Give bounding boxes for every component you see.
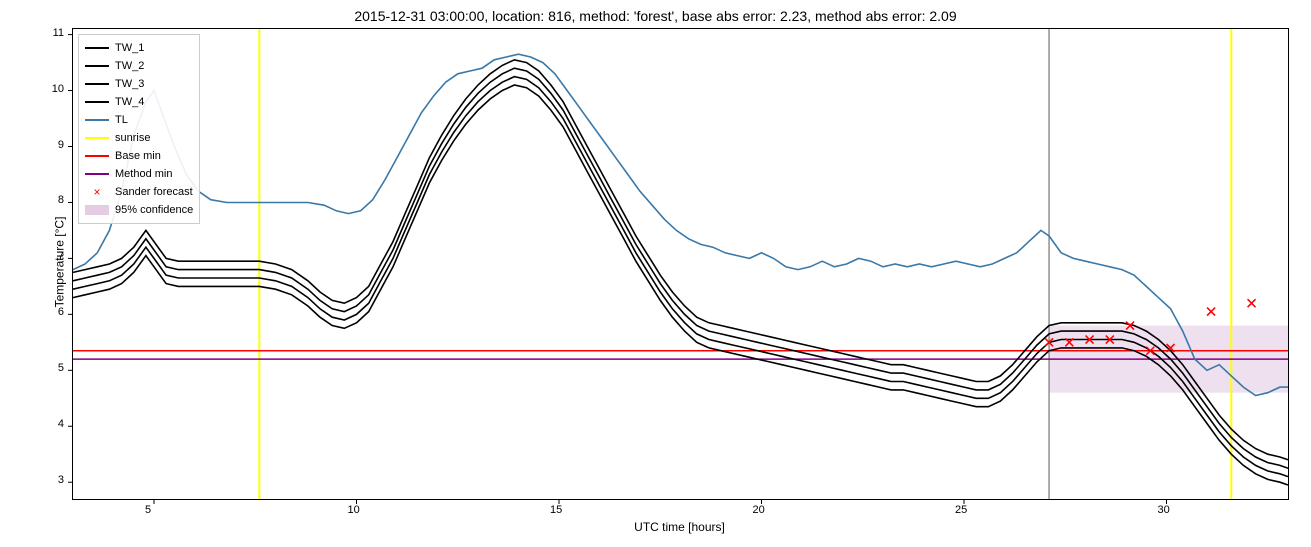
legend-item: × Sander forecast	[85, 183, 193, 201]
legend-swatch	[85, 78, 109, 90]
legend-label: 95% confidence	[115, 204, 193, 216]
x-tick-label: 15	[550, 504, 562, 516]
plot-svg	[73, 29, 1288, 499]
y-tick-label: 8	[58, 194, 64, 206]
legend-label: TL	[115, 114, 128, 126]
x-tick-label: 5	[145, 504, 151, 516]
legend-swatch	[85, 42, 109, 54]
legend-item: Method min	[85, 165, 193, 183]
legend-item: sunrise	[85, 129, 193, 147]
y-tick-label: 4	[58, 418, 64, 430]
legend-label: TW_1	[115, 42, 144, 54]
chart-title: 2015-12-31 03:00:00, location: 816, meth…	[0, 8, 1311, 24]
legend-swatch	[85, 132, 109, 144]
y-tick-label: 6	[58, 306, 64, 318]
legend-item: TW_3	[85, 75, 193, 93]
legend-swatch	[85, 204, 109, 216]
y-tick-label: 9	[58, 139, 64, 151]
legend-label: Sander forecast	[115, 186, 193, 198]
legend-swatch	[85, 114, 109, 126]
legend-label: TW_3	[115, 78, 144, 90]
legend-item: TW_2	[85, 57, 193, 75]
legend-item: TW_4	[85, 93, 193, 111]
legend-item: Base min	[85, 147, 193, 165]
x-axis-label: UTC time [hours]	[72, 520, 1287, 534]
x-tick-label: 10	[348, 504, 360, 516]
x-tick-label: 30	[1158, 504, 1170, 516]
y-tick-label: 10	[52, 83, 64, 95]
legend-swatch	[85, 168, 109, 180]
legend-item: 95% confidence	[85, 201, 193, 219]
chart-container: 2015-12-31 03:00:00, location: 816, meth…	[0, 0, 1311, 547]
legend-label: TW_2	[115, 60, 144, 72]
y-tick-label: 3	[58, 474, 64, 486]
legend-label: sunrise	[115, 132, 150, 144]
legend-swatch: ×	[85, 186, 109, 198]
y-tick-label: 7	[58, 250, 64, 262]
x-tick-label: 25	[955, 504, 967, 516]
plot-area	[72, 28, 1289, 500]
x-tick-label: 20	[753, 504, 765, 516]
legend-label: Base min	[115, 150, 161, 162]
legend-swatch	[85, 96, 109, 108]
legend-item: TL	[85, 111, 193, 129]
legend-label: Method min	[115, 168, 172, 180]
legend-item: TW_1	[85, 39, 193, 57]
legend: TW_1 TW_2 TW_3 TW_4 TL sunrise Base min Method …	[78, 34, 200, 224]
legend-swatch	[85, 60, 109, 72]
legend-label: TW_4	[115, 96, 144, 108]
y-tick-label: 5	[58, 362, 64, 374]
legend-swatch	[85, 150, 109, 162]
y-tick-label: 11	[53, 27, 64, 39]
